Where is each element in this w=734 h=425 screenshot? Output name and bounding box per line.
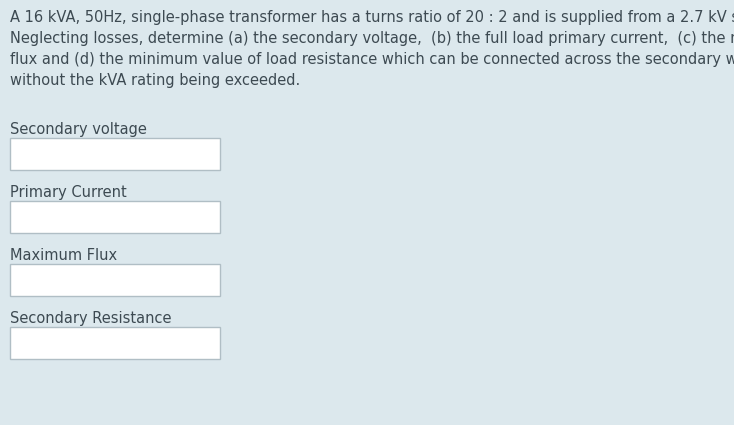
Bar	[10, 264, 220, 296]
Text: Primary Current: Primary Current	[10, 185, 127, 200]
Text: Maximum Flux: Maximum Flux	[10, 248, 117, 263]
Text: Secondary Resistance: Secondary Resistance	[10, 311, 172, 326]
Bar	[10, 327, 220, 359]
Bar	[10, 201, 220, 233]
Bar	[10, 138, 220, 170]
Text: Secondary voltage: Secondary voltage	[10, 122, 147, 137]
Text: A 16 kVA, 50Hz, single-phase transformer has a turns ratio of 20 : 2 and is supp: A 16 kVA, 50Hz, single-phase transformer…	[10, 10, 734, 88]
